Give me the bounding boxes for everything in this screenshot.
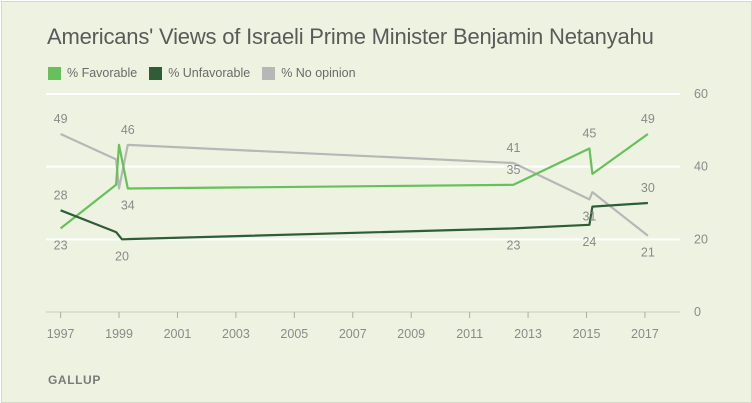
data-label: 46: [121, 123, 135, 137]
legend-item-unfavorable: % Unfavorable: [149, 66, 250, 80]
chart-title: Americans' Views of Israeli Prime Minist…: [47, 24, 654, 49]
data-label: 30: [641, 181, 655, 195]
x-tick-label: 2011: [456, 327, 483, 341]
x-tick-label: 2009: [397, 327, 425, 341]
legend-label-no-opinion: % No opinion: [281, 66, 356, 80]
data-label: 28: [54, 188, 68, 202]
data-label: 23: [507, 238, 521, 252]
series-line-1: [60, 201, 648, 241]
legend-swatch-favorable: [48, 66, 61, 80]
legend-item-no-opinion: % No opinion: [262, 66, 356, 80]
data-label: 34: [121, 198, 135, 212]
x-tick-label: 2001: [164, 327, 192, 341]
legend-item-favorable: % Favorable: [48, 66, 137, 80]
x-tick-label: 1997: [47, 327, 75, 341]
x-tick-label: 2007: [339, 327, 367, 341]
legend-label-favorable: % Favorable: [67, 66, 138, 80]
chart-legend: % Favorable % Unfavorable % No opinion: [48, 66, 356, 80]
data-label: 24: [582, 235, 596, 249]
y-tick-label: 40: [694, 160, 708, 174]
legend-swatch-unfavorable: [149, 66, 163, 80]
data-label: 20: [115, 249, 129, 263]
x-tick-label: 2017: [631, 327, 659, 341]
series-line-2: [60, 132, 649, 237]
data-label: 23: [54, 238, 68, 252]
legend-label-unfavorable: % Unfavorable: [168, 66, 251, 80]
data-label: 21: [641, 246, 655, 260]
series-line-0: [59, 133, 649, 230]
x-tick-label: 2005: [280, 327, 308, 341]
x-tick-label: 2015: [573, 327, 601, 341]
source-label: GALLUP: [48, 373, 101, 387]
y-tick-label: 60: [694, 87, 708, 101]
x-tick-label: 1999: [105, 327, 133, 341]
data-label: 35: [507, 163, 521, 177]
data-label: 49: [54, 112, 68, 126]
legend-swatch-no-opinion: [262, 66, 276, 80]
x-tick-label: 2013: [514, 327, 542, 341]
data-label: 41: [507, 141, 521, 155]
y-tick-label: 20: [694, 232, 708, 246]
data-label: 49: [641, 112, 655, 126]
y-tick-label: 0: [694, 305, 701, 319]
data-label: 31: [582, 209, 596, 223]
data-label: 45: [582, 127, 596, 141]
x-tick-label: 2003: [222, 327, 250, 341]
